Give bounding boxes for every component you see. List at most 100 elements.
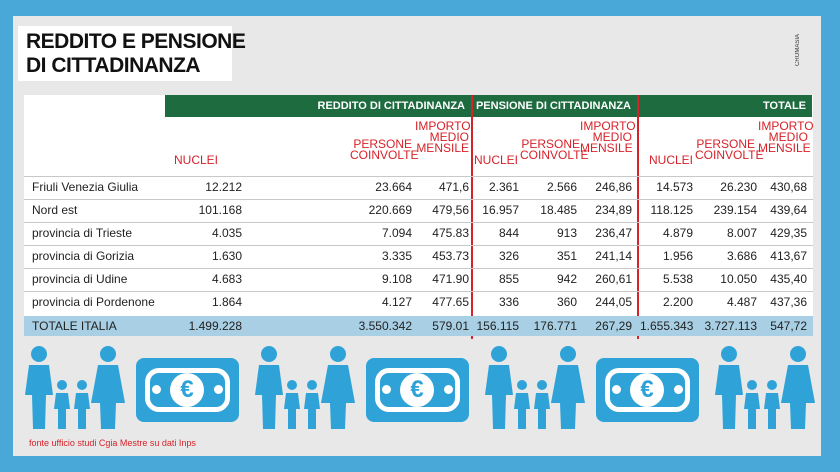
cell-p-persone: 913 <box>556 226 577 240</box>
cell-r-importo: 453.73 <box>432 249 469 263</box>
cell-r-nuclei: 4.035 <box>211 226 242 240</box>
cell-t-importo: 437,36 <box>770 295 807 309</box>
cell-p-persone: 2.566 <box>546 180 577 194</box>
cell-r-importo: 475.83 <box>432 226 469 240</box>
header-p-importo: IMPORTO MEDIO MENSILE <box>580 119 636 155</box>
cell-p-persone: 942 <box>556 272 577 286</box>
euro-coin: € <box>170 373 204 407</box>
cell-p-persone: 18.485 <box>540 203 577 217</box>
family-icon <box>255 346 355 429</box>
cell-p-persone: 351 <box>556 249 577 263</box>
cell-p-nuclei: 844 <box>498 226 519 240</box>
row-label: TOTALE ITALIA <box>32 319 117 333</box>
cell-t-importo: 435,40 <box>770 272 807 286</box>
cell-t-importo: 413,67 <box>770 249 807 263</box>
euro-coin: € <box>630 373 664 407</box>
cell-r-importo: 471,6 <box>438 180 469 194</box>
cell-t-persone: 10.050 <box>720 272 757 286</box>
cell-t-nuclei: 5.538 <box>662 272 693 286</box>
table-row: provincia di Trieste 4.035 7.094 475.83 … <box>24 222 813 242</box>
cell-t-nuclei: 2.200 <box>662 295 693 309</box>
family-icon <box>25 346 125 429</box>
table-row: provincia di Gorizia 1.630 3.335 453.73 … <box>24 245 813 265</box>
row-label: provincia di Trieste <box>32 226 133 240</box>
divider-pensione-totale <box>637 95 639 339</box>
cell-p-importo: 241,14 <box>595 249 632 263</box>
header-r-nuclei: NUCLEI <box>173 153 218 167</box>
cell-t-importo: 429,35 <box>770 226 807 240</box>
row-label: provincia di Udine <box>32 272 128 286</box>
cell-p-nuclei: 156.115 <box>476 319 520 333</box>
cell-r-importo: 477.65 <box>432 295 469 309</box>
group-header-reddito: REDDITO DI CITTADINANZA <box>165 95 471 117</box>
cell-t-nuclei: 1.655.343 <box>640 319 694 333</box>
table-row: Nord est 101.168 220.669 479,56 16.957 1… <box>24 199 813 219</box>
family-icon <box>485 346 585 429</box>
cell-r-importo: 479,56 <box>432 203 469 217</box>
cell-t-persone: 8.007 <box>726 226 757 240</box>
cell-p-nuclei: 16.957 <box>482 203 519 217</box>
table-row-total: TOTALE ITALIA 1.499.228 3.550.342 579.01… <box>24 316 813 336</box>
group-header-pensione: PENSIONE DI CITTADINANZA <box>473 95 637 117</box>
title-box <box>18 26 232 81</box>
cell-t-nuclei: 14.573 <box>656 180 693 194</box>
cell-t-persone: 3.727.113 <box>704 319 758 333</box>
cell-p-importo: 267,29 <box>595 319 632 333</box>
cell-p-persone: 360 <box>556 295 577 309</box>
header-t-persone: PERSONE COINVOLTE <box>695 137 764 162</box>
cell-r-persone: 7.094 <box>381 226 412 240</box>
euro-bill-icon: € <box>366 358 469 422</box>
cell-p-nuclei: 336 <box>498 295 519 309</box>
cell-r-nuclei: 101.168 <box>198 203 242 217</box>
cell-t-persone: 3.686 <box>726 249 757 263</box>
table-row: Friuli Venezia Giulia 12.212 23.664 471,… <box>24 176 813 196</box>
cell-t-persone: 239.154 <box>713 203 757 217</box>
cell-t-persone: 4.487 <box>726 295 757 309</box>
cell-p-importo: 236,47 <box>595 226 632 240</box>
cell-t-importo: 547,72 <box>770 319 807 333</box>
cell-t-nuclei: 118.125 <box>650 203 694 217</box>
divider-reddito-pensione <box>471 95 473 339</box>
cell-r-nuclei: 1.864 <box>211 295 242 309</box>
cell-p-nuclei: 326 <box>498 249 519 263</box>
row-label: provincia di Pordenone <box>32 295 155 309</box>
row-label: Friuli Venezia Giulia <box>32 180 139 194</box>
table-background <box>24 95 813 335</box>
cell-r-nuclei: 1.630 <box>211 249 242 263</box>
euro-coin: € <box>400 373 434 407</box>
cell-r-persone: 3.335 <box>381 249 412 263</box>
group-header-totale: TOTALE <box>639 95 812 117</box>
header-r-importo: IMPORTO MEDIO MENSILE <box>415 119 471 155</box>
cell-p-importo: 260,61 <box>595 272 632 286</box>
family-icon <box>715 346 815 429</box>
cell-r-nuclei: 12.212 <box>205 180 242 194</box>
euro-bill-icon: € <box>136 358 239 422</box>
cell-t-nuclei: 1.956 <box>662 249 693 263</box>
cell-t-importo: 439,64 <box>770 203 807 217</box>
header-t-importo: IMPORTO MEDIO MENSILE <box>758 119 814 155</box>
table-row: provincia di Udine 4.683 9.108 471.90 85… <box>24 268 813 288</box>
cell-p-nuclei: 855 <box>498 272 519 286</box>
cell-p-importo: 234,89 <box>595 203 632 217</box>
cell-t-persone: 26.230 <box>720 180 757 194</box>
cell-r-persone: 4.127 <box>381 295 412 309</box>
source-note: fonte ufficio studi Cgia Mestre su dati … <box>29 438 196 448</box>
header-r-persone: PERSONE COINVOLTE <box>350 137 419 162</box>
header-p-persone: PERSONE COINVOLTE <box>520 137 589 162</box>
table-row: provincia di Pordenone 1.864 4.127 477.6… <box>24 291 813 311</box>
header-t-nuclei: NUCLEI <box>648 153 693 167</box>
cell-r-nuclei: 4.683 <box>211 272 242 286</box>
header-p-nuclei: NUCLEI <box>474 153 519 167</box>
row-label: Nord est <box>32 203 78 217</box>
cell-p-nuclei: 2.361 <box>488 180 519 194</box>
cell-t-importo: 430,68 <box>770 180 807 194</box>
cell-r-nuclei: 1.499.228 <box>188 319 242 333</box>
cell-p-persone: 176.771 <box>533 319 577 333</box>
cell-r-persone: 3.550.342 <box>358 319 412 333</box>
page-title: REDDITO E PENSIONE DI CITTADINANZA <box>26 30 246 77</box>
cell-t-nuclei: 4.879 <box>662 226 693 240</box>
cell-r-importo: 471.90 <box>432 272 469 286</box>
cell-p-importo: 244,05 <box>595 295 632 309</box>
cell-p-importo: 246,86 <box>595 180 632 194</box>
cell-r-importo: 579.01 <box>432 319 469 333</box>
